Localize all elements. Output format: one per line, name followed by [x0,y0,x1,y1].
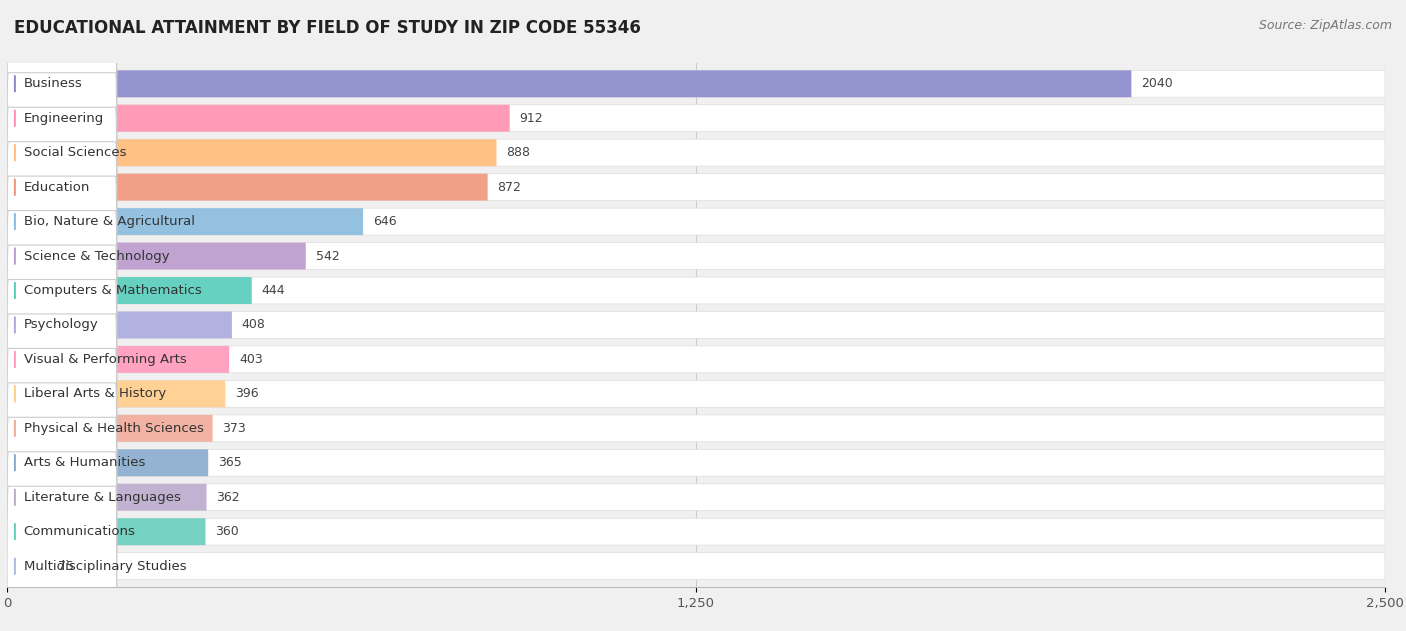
FancyBboxPatch shape [7,452,117,611]
FancyBboxPatch shape [7,73,117,233]
Text: 872: 872 [498,180,522,194]
FancyBboxPatch shape [7,174,488,201]
Text: EDUCATIONAL ATTAINMENT BY FIELD OF STUDY IN ZIP CODE 55346: EDUCATIONAL ATTAINMENT BY FIELD OF STUDY… [14,19,641,37]
FancyBboxPatch shape [7,142,117,302]
FancyBboxPatch shape [7,553,48,580]
FancyBboxPatch shape [7,174,1385,201]
Text: 408: 408 [242,319,266,331]
Text: Social Sciences: Social Sciences [24,146,127,159]
FancyBboxPatch shape [7,312,1385,338]
FancyBboxPatch shape [7,105,510,132]
Text: 888: 888 [506,146,530,159]
FancyBboxPatch shape [7,380,1385,408]
FancyBboxPatch shape [7,518,1385,545]
FancyBboxPatch shape [7,312,232,338]
FancyBboxPatch shape [7,245,117,405]
Text: 542: 542 [316,249,339,262]
FancyBboxPatch shape [7,484,1385,510]
Text: 912: 912 [520,112,543,125]
FancyBboxPatch shape [7,449,208,476]
Text: 75: 75 [58,560,75,573]
Text: Business: Business [24,77,83,90]
FancyBboxPatch shape [7,314,117,474]
Text: 396: 396 [235,387,259,401]
FancyBboxPatch shape [7,449,1385,476]
FancyBboxPatch shape [7,348,117,508]
FancyBboxPatch shape [7,417,117,577]
FancyBboxPatch shape [7,242,1385,269]
FancyBboxPatch shape [7,139,496,166]
Text: Physical & Health Sciences: Physical & Health Sciences [24,422,204,435]
Text: Literature & Languages: Literature & Languages [24,491,180,504]
FancyBboxPatch shape [7,38,117,198]
Text: Arts & Humanities: Arts & Humanities [24,456,145,469]
Text: 360: 360 [215,525,239,538]
Text: Liberal Arts & History: Liberal Arts & History [24,387,166,401]
Text: Engineering: Engineering [24,112,104,125]
Text: 646: 646 [373,215,396,228]
Text: Multidisciplinary Studies: Multidisciplinary Studies [24,560,186,573]
FancyBboxPatch shape [7,70,1132,97]
Text: 373: 373 [222,422,246,435]
FancyBboxPatch shape [7,415,212,442]
Text: 403: 403 [239,353,263,366]
FancyBboxPatch shape [7,4,117,163]
FancyBboxPatch shape [7,346,229,373]
Text: 362: 362 [217,491,240,504]
FancyBboxPatch shape [7,518,205,545]
FancyBboxPatch shape [7,553,1385,580]
Text: Science & Technology: Science & Technology [24,249,169,262]
Text: Education: Education [24,180,90,194]
FancyBboxPatch shape [7,70,1385,97]
FancyBboxPatch shape [7,139,1385,166]
Text: Visual & Performing Arts: Visual & Performing Arts [24,353,187,366]
FancyBboxPatch shape [7,280,117,439]
FancyBboxPatch shape [7,208,1385,235]
FancyBboxPatch shape [7,277,252,304]
FancyBboxPatch shape [7,211,117,370]
FancyBboxPatch shape [7,242,305,269]
FancyBboxPatch shape [7,346,1385,373]
Text: 365: 365 [218,456,242,469]
FancyBboxPatch shape [7,277,1385,304]
FancyBboxPatch shape [7,415,1385,442]
FancyBboxPatch shape [7,484,207,510]
Text: 444: 444 [262,284,285,297]
FancyBboxPatch shape [7,383,117,543]
FancyBboxPatch shape [7,380,225,408]
Text: Bio, Nature & Agricultural: Bio, Nature & Agricultural [24,215,194,228]
FancyBboxPatch shape [7,105,1385,132]
Text: Communications: Communications [24,525,135,538]
FancyBboxPatch shape [7,176,117,336]
FancyBboxPatch shape [7,208,363,235]
Text: Source: ZipAtlas.com: Source: ZipAtlas.com [1258,19,1392,32]
FancyBboxPatch shape [7,487,117,631]
Text: Computers & Mathematics: Computers & Mathematics [24,284,201,297]
Text: 2040: 2040 [1142,77,1173,90]
FancyBboxPatch shape [7,107,117,267]
Text: Psychology: Psychology [24,319,98,331]
